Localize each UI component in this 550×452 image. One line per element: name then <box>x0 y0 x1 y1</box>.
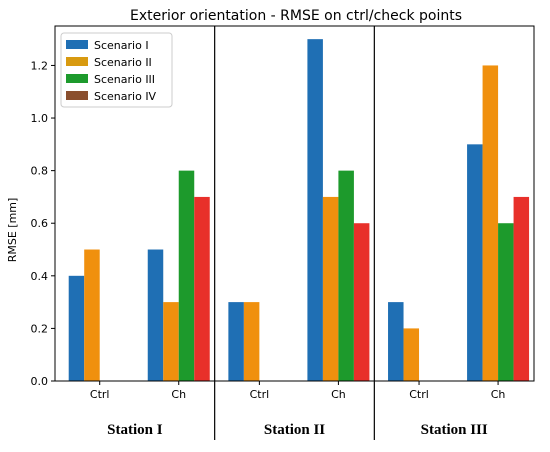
bar-scenario-ii <box>322 196 339 381</box>
x-tick-label: Ctrl <box>90 388 110 401</box>
bar-scenario-iv <box>194 196 210 381</box>
bar-scenario-ii <box>163 302 179 381</box>
x-tick-label: Ch <box>331 388 346 401</box>
plot-frame <box>54 25 535 382</box>
x-tick-label: Ctrl <box>409 388 429 401</box>
x-tick-label: Ctrl <box>250 388 270 401</box>
legend-label: Scenario III <box>94 73 155 86</box>
legend-swatch <box>66 40 88 49</box>
bar-scenario-ii <box>482 65 499 381</box>
bar-scenario-ii <box>243 302 260 381</box>
y-tick-label: 0.6 <box>31 217 49 230</box>
bar-scenario-i <box>307 39 323 382</box>
x-tick-label: Ch <box>491 388 506 401</box>
bar-scenario-i <box>147 249 164 381</box>
legend-label: Scenario I <box>94 39 149 52</box>
station-label: Station III <box>421 422 488 438</box>
y-tick-label: 0.8 <box>31 165 49 178</box>
y-tick-label: 1.0 <box>31 112 49 125</box>
bar-scenario-ii <box>84 249 100 381</box>
x-tick-label: Ch <box>171 388 186 401</box>
legend-swatch <box>66 91 88 100</box>
legend: Scenario I Scenario II Scenario III Scenari… <box>60 32 173 108</box>
y-tick-label: 0.0 <box>31 375 49 388</box>
legend-swatch <box>66 74 88 83</box>
station-label: Station I <box>107 422 163 438</box>
y-tick-label: 1.2 <box>31 59 49 72</box>
chart-title: Exterior orientation - RMSE on ctrl/chec… <box>130 8 462 24</box>
bar-scenario-i <box>68 275 85 381</box>
bar-scenario-ii <box>403 328 420 381</box>
legend-label: Scenario IV <box>94 90 157 103</box>
y-tick-label: 0.4 <box>31 270 49 283</box>
bar-scenario-iii <box>178 170 195 381</box>
station-label: Station II <box>264 422 325 438</box>
legend-box <box>60 32 173 108</box>
bar-scenario-iv <box>513 196 530 381</box>
legend-label: Scenario II <box>94 56 152 69</box>
bar-scenario-iv <box>353 223 370 381</box>
bar-scenario-i <box>388 302 404 381</box>
bar-scenario-i <box>228 302 244 381</box>
bar-scenario-iii <box>338 170 354 381</box>
bar-scenario-iii <box>498 223 514 381</box>
y-axis-label: RMSE [mm] <box>6 198 19 263</box>
bar-scenario-i <box>467 144 483 381</box>
y-tick-label: 0.2 <box>31 322 49 335</box>
legend-swatch <box>66 57 88 66</box>
